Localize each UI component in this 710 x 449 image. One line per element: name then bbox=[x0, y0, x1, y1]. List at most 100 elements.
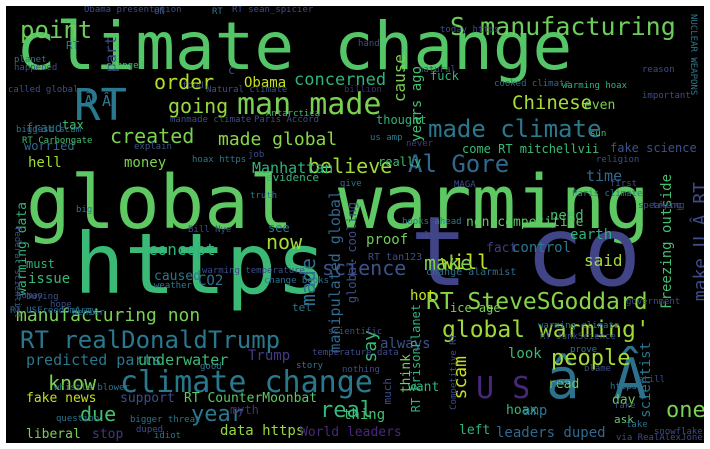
word: job bbox=[248, 150, 265, 160]
word: story bbox=[296, 361, 324, 371]
word: support bbox=[120, 391, 175, 406]
word: fake news bbox=[26, 391, 97, 406]
word: happened bbox=[14, 63, 58, 73]
word: liberal bbox=[26, 427, 81, 442]
word: fuck bbox=[430, 69, 459, 83]
word: good bbox=[200, 362, 222, 372]
word: scientific bbox=[328, 327, 383, 337]
word: via RealAlexJones bbox=[616, 433, 704, 443]
word: manmade climate bbox=[170, 115, 252, 125]
word: underwater bbox=[138, 351, 229, 369]
word: Manhattan bbox=[252, 159, 334, 177]
word: ice age bbox=[450, 301, 501, 315]
word: World leaders bbox=[300, 425, 402, 440]
word: fake bbox=[614, 401, 636, 411]
word: MAGA bbox=[454, 180, 476, 190]
word: speaking bbox=[638, 201, 682, 211]
word: NUCLEAR WEAPONS bbox=[688, 14, 698, 96]
word: nothing bbox=[342, 365, 380, 375]
word: today https bbox=[440, 25, 500, 35]
word: fraud bbox=[26, 121, 63, 135]
word: concept bbox=[148, 240, 216, 259]
word: earth bbox=[570, 227, 613, 243]
word: year bbox=[191, 402, 244, 427]
word: one bbox=[666, 398, 704, 423]
word: thing bbox=[343, 407, 386, 423]
word: point bbox=[20, 16, 93, 44]
word: changed bbox=[106, 61, 144, 71]
word: tax bbox=[62, 118, 84, 132]
word: RT JunkScience bbox=[540, 332, 616, 342]
word: UN bbox=[154, 7, 165, 17]
word: think bbox=[399, 354, 414, 394]
word: https bbox=[74, 215, 327, 313]
word: even bbox=[584, 98, 616, 113]
word: real bbox=[320, 398, 373, 423]
word: climate change bbox=[120, 365, 373, 400]
word: reason bbox=[642, 65, 675, 75]
word: Paris climate bbox=[572, 189, 643, 199]
word: food bbox=[182, 81, 204, 91]
word: change alarmist bbox=[426, 267, 517, 278]
word: proof bbox=[366, 232, 409, 248]
word: man made bbox=[237, 87, 382, 122]
word: federal scientist bbox=[12, 226, 22, 319]
word: biggest scam bbox=[16, 125, 82, 135]
word: want bbox=[408, 380, 440, 395]
word: issue bbox=[28, 271, 71, 287]
word: RT bbox=[66, 39, 80, 52]
word: global cooling bbox=[345, 202, 359, 304]
word: must bbox=[26, 257, 55, 271]
word: government bbox=[626, 297, 681, 307]
word: RT SteveSGoddard bbox=[426, 289, 648, 315]
word: Trump bbox=[248, 348, 291, 364]
word: books ahead bbox=[402, 217, 462, 227]
word: question bbox=[56, 414, 100, 424]
word: control bbox=[512, 240, 572, 256]
word: t co bbox=[410, 196, 642, 308]
word: us amp bbox=[370, 133, 403, 143]
word: first bbox=[610, 179, 638, 189]
word: predicted parts bbox=[26, 351, 162, 369]
word: still bbox=[638, 375, 666, 385]
word: caused bbox=[154, 269, 201, 284]
word: cause bbox=[390, 54, 409, 103]
word: bigger threat bbox=[130, 415, 201, 425]
word: RT CounterMoonbat bbox=[184, 391, 318, 406]
word: RT bbox=[74, 80, 127, 131]
word: big bbox=[76, 205, 93, 215]
word: planet bbox=[14, 55, 47, 65]
word: science bbox=[322, 256, 407, 280]
word: Bill Nye bbox=[188, 225, 232, 235]
word: order bbox=[154, 70, 215, 94]
word: know bbox=[48, 371, 97, 395]
word: will bbox=[441, 250, 490, 274]
word: created bbox=[110, 124, 195, 148]
word: billion bbox=[344, 85, 382, 95]
word: need bbox=[550, 208, 584, 224]
word: Freezing outside bbox=[659, 174, 675, 309]
word: https bbox=[610, 382, 638, 392]
word: Chinese bbox=[512, 92, 593, 114]
word: always bbox=[380, 336, 431, 352]
word-cloud: climate change global warming https t co… bbox=[6, 6, 704, 443]
word: RT realDonaldTrump bbox=[20, 326, 281, 354]
word: left bbox=[459, 423, 491, 438]
word: climate change bbox=[16, 8, 573, 85]
word: hot bbox=[410, 288, 436, 304]
word: money bbox=[124, 155, 167, 171]
word: Antarctica bbox=[266, 109, 321, 119]
word: believe bbox=[308, 154, 393, 178]
word: important bbox=[642, 91, 691, 101]
word: make bbox=[424, 251, 473, 275]
word: Paris Accord bbox=[254, 115, 320, 125]
word: RT USFreedomArmy bbox=[10, 306, 97, 316]
word: warming hoax bbox=[562, 81, 628, 91]
word: Ã Â bbox=[84, 92, 112, 110]
word: fake science bbox=[610, 141, 697, 155]
word: Competitive RT bbox=[449, 334, 459, 410]
word: Al Gore bbox=[408, 150, 510, 178]
word: day bbox=[612, 393, 636, 408]
word: natural bbox=[418, 65, 456, 75]
word: make U Â RT bbox=[690, 182, 704, 302]
